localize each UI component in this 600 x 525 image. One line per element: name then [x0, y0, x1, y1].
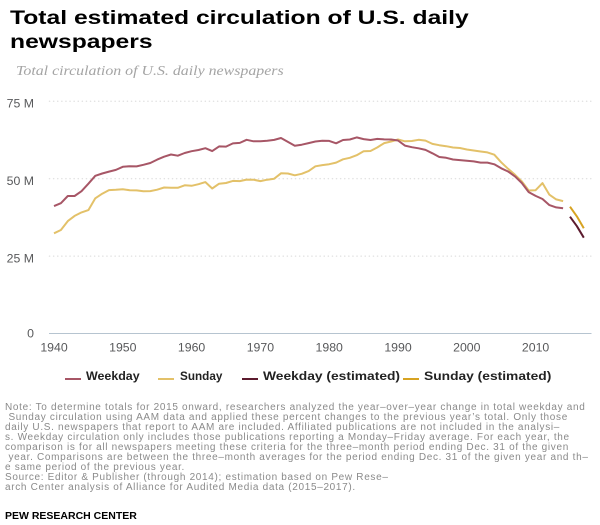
svg-text:2010: 2010 — [522, 341, 550, 355]
svg-text:1960: 1960 — [178, 341, 206, 355]
svg-text:0: 0 — [27, 327, 34, 341]
svg-text:25 M: 25 M — [7, 252, 34, 266]
svg-text:1980: 1980 — [316, 341, 344, 355]
svg-text:1990: 1990 — [384, 341, 412, 355]
svg-text:50 M: 50 M — [7, 174, 34, 188]
svg-text:1970: 1970 — [247, 341, 275, 355]
svg-text:1940: 1940 — [40, 341, 68, 355]
svg-text:1950: 1950 — [109, 341, 137, 355]
svg-text:2000: 2000 — [453, 341, 481, 355]
svg-text:75 M: 75 M — [7, 97, 34, 111]
